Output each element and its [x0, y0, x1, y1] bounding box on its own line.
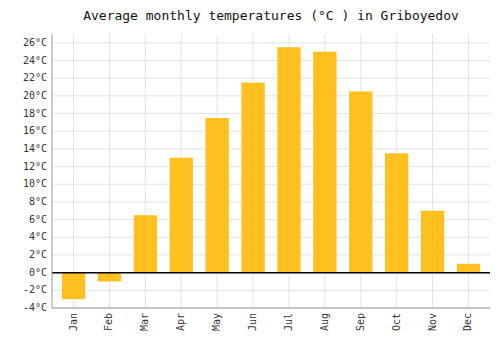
y-grid-line — [52, 131, 490, 132]
y-grid-line — [52, 201, 490, 202]
y-tick-label: 24°C — [23, 55, 47, 66]
x-tick-label: Mar — [139, 313, 150, 331]
x-tick-label: Apr — [175, 313, 186, 331]
y-tick-label: 4°C — [29, 231, 47, 242]
x-tick-label: Aug — [319, 313, 330, 331]
zero-line — [52, 272, 490, 274]
bar — [205, 118, 228, 273]
bar — [313, 52, 336, 273]
x-tick-label: Dec — [462, 313, 473, 331]
grid — [52, 34, 490, 308]
bar — [277, 47, 300, 272]
y-tick-label: 12°C — [23, 161, 47, 172]
bars — [62, 47, 480, 299]
x-tick-label: Jan — [68, 313, 79, 331]
y-grid-line — [52, 290, 490, 291]
y-grid-line — [52, 272, 490, 273]
x-tick-label: Oct — [391, 313, 402, 331]
y-tick-label: 22°C — [23, 72, 47, 83]
y-tick-label: -4°C — [23, 302, 47, 313]
y-tick-label: 14°C — [23, 143, 47, 154]
x-tick-label: Jul — [283, 313, 294, 331]
x-axis-line — [52, 308, 490, 309]
y-grid-line — [52, 166, 490, 167]
x-tick-label: May — [211, 313, 222, 331]
y-tick-label: -2°C — [23, 284, 47, 295]
y-grid-line — [52, 42, 490, 43]
bar — [241, 83, 264, 273]
y-tick-label: 16°C — [23, 125, 47, 136]
x-tick-label: Sep — [355, 313, 366, 331]
x-tick-label: Jun — [247, 313, 258, 331]
bar — [385, 153, 408, 272]
chart: -4°C -2°C 0°C 2°C 4°C 6°C 8°C 10°C 12°C 14°C 16°C 1… — [0, 0, 500, 350]
bar — [421, 211, 444, 273]
y-tick-label: 8°C — [29, 196, 47, 207]
bar — [134, 215, 157, 272]
y-grid-line — [52, 308, 490, 309]
y-grid-line — [52, 113, 490, 114]
y-tick-label: 6°C — [29, 214, 47, 225]
y-tick-label: 0°C — [29, 267, 47, 278]
title: Average monthly temperatures (°C ) in Gr… — [83, 8, 459, 23]
bar — [457, 264, 480, 273]
y-grid-line — [52, 60, 490, 61]
y-grid-line — [52, 78, 490, 79]
x-tick-label: Feb — [103, 313, 114, 331]
y-tick-labels: -4°C -2°C 0°C 2°C 4°C 6°C 8°C 10°C 12°C 14°C 16°C 1… — [23, 37, 47, 313]
y-tick-label: 2°C — [29, 249, 47, 260]
y-grid-line — [52, 148, 490, 149]
x-tick-labels: Jan Feb Mar Apr May Jun Jul Aug Sep Oct Nov Dec — [68, 313, 474, 331]
bar — [349, 91, 372, 272]
y-grid-line — [52, 184, 490, 185]
y-tick-label: 18°C — [23, 108, 47, 119]
y-axis-line — [52, 34, 53, 308]
x-grid-line — [73, 34, 74, 308]
bar — [98, 273, 121, 282]
bar — [170, 158, 193, 273]
x-tick-label: Nov — [427, 313, 438, 331]
y-tick-label: 10°C — [23, 178, 47, 189]
bar — [62, 273, 85, 300]
y-grid-line — [52, 95, 490, 96]
y-tick-label: 20°C — [23, 90, 47, 101]
y-tick-label: 26°C — [23, 37, 47, 48]
x-grid-line — [109, 34, 110, 308]
